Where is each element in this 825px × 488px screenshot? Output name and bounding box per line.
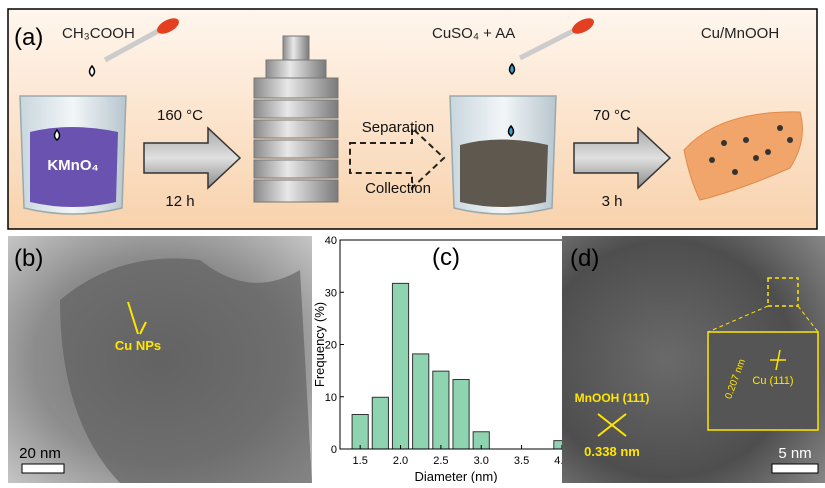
figure: (a) CH₃COOH KMnO₄ 160 °C 12 h Separation… xyxy=(0,0,825,483)
bar xyxy=(372,397,388,449)
scale-bar-label: 5 nm xyxy=(778,445,811,462)
bar xyxy=(453,380,469,449)
tem-feature xyxy=(60,258,312,483)
phase-label: Cu (111) xyxy=(752,375,793,387)
panel-label: (b) xyxy=(14,245,43,272)
reagent-label: CH₃COOH xyxy=(62,25,135,42)
x-tick-label: 2.5 xyxy=(433,455,448,467)
step-label: Collection xyxy=(365,180,431,197)
y-tick-label: 40 xyxy=(325,235,337,247)
reagent-label: CuSO₄ + AA xyxy=(432,25,515,42)
panel-label: (a) xyxy=(14,24,43,51)
annotation: Cu NPs xyxy=(115,338,161,353)
spacing-label: 0.338 nm xyxy=(584,444,640,459)
x-tick-label: 3.5 xyxy=(514,455,529,467)
step-label: 12 h xyxy=(165,193,194,210)
beaker-label: KMnO₄ xyxy=(47,157,98,174)
x-axis-label: Diameter (nm) xyxy=(414,469,497,483)
x-tick-label: 2.0 xyxy=(393,455,408,467)
panel-label: (c) xyxy=(432,244,460,271)
scale-bar xyxy=(772,464,818,473)
beaker xyxy=(20,96,126,214)
bar xyxy=(352,415,368,449)
step-label: 3 h xyxy=(602,193,623,210)
y-tick-label: 0 xyxy=(331,444,337,456)
scale-bar xyxy=(22,464,64,473)
y-tick-label: 10 xyxy=(325,392,337,404)
step-label: Separation xyxy=(362,119,435,136)
bar xyxy=(433,371,449,449)
panel-label: (d) xyxy=(570,245,599,272)
phase-label: MnOOH (111̄) xyxy=(575,391,650,405)
beaker xyxy=(450,96,556,214)
bar xyxy=(392,283,408,449)
x-tick-label: 1.5 xyxy=(353,455,368,467)
scale-bar-label: 20 nm xyxy=(19,445,61,462)
y-tick-label: 30 xyxy=(325,287,337,299)
y-axis-label: Frequency (%) xyxy=(312,302,327,387)
product-label: Cu/MnOOH xyxy=(701,25,779,42)
x-tick-label: 3.0 xyxy=(474,455,489,467)
bar xyxy=(413,354,429,449)
step-label: 160 °C xyxy=(157,107,203,124)
step-label: 70 °C xyxy=(593,107,631,124)
